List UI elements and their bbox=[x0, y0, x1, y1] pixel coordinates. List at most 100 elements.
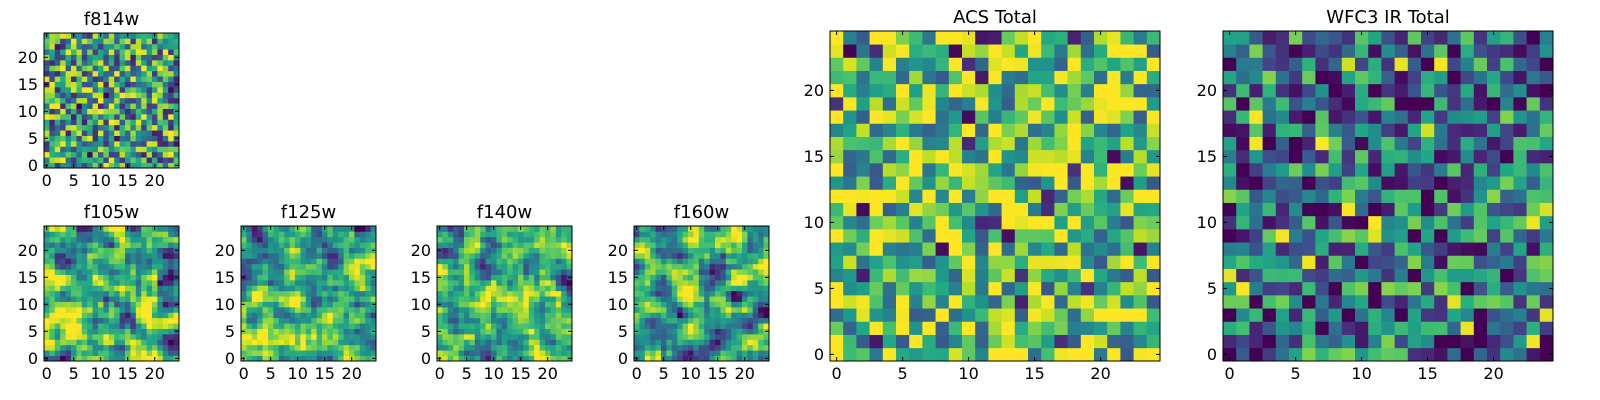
heatmap-cell bbox=[1262, 229, 1277, 243]
heatmap-cell bbox=[168, 280, 174, 286]
heatmap-cell bbox=[316, 312, 323, 319]
heatmap-cell bbox=[370, 285, 377, 292]
heatmap-cell bbox=[87, 70, 93, 77]
heatmap-cell bbox=[962, 281, 976, 296]
heatmap-cell bbox=[1368, 44, 1382, 58]
heatmap-cell bbox=[491, 323, 497, 329]
heatmap-cell bbox=[1289, 123, 1303, 137]
heatmap-cell bbox=[284, 226, 290, 232]
heatmap-cell bbox=[464, 344, 470, 351]
heatmap-cell bbox=[1434, 70, 1448, 85]
heatmap-cell bbox=[736, 355, 743, 362]
heatmap-cell bbox=[1041, 321, 1055, 335]
heatmap-cell bbox=[655, 317, 662, 324]
heatmap-cell bbox=[173, 334, 180, 340]
heatmap-cell bbox=[44, 317, 50, 324]
heatmap-cell bbox=[869, 176, 884, 190]
heatmap-cell bbox=[108, 43, 115, 50]
heatmap-cell bbox=[655, 285, 662, 292]
heatmap-cell bbox=[125, 296, 131, 302]
heatmap-cell bbox=[54, 43, 61, 50]
heatmap-cell bbox=[1080, 308, 1095, 322]
heatmap-cell bbox=[262, 247, 269, 254]
heatmap-cell bbox=[555, 355, 562, 362]
heatmap-cell bbox=[65, 323, 72, 329]
heatmap-cell bbox=[725, 312, 732, 319]
heatmap-cell bbox=[332, 269, 339, 275]
heatmap-cell bbox=[81, 263, 88, 270]
heatmap-cell bbox=[1513, 123, 1527, 137]
heatmap-cell bbox=[1421, 83, 1435, 98]
heatmap-cell bbox=[644, 339, 651, 346]
heatmap-cell bbox=[566, 258, 573, 265]
heatmap-cell bbox=[715, 350, 721, 356]
y-tick-label: 20 bbox=[1197, 81, 1217, 100]
heatmap-cell bbox=[1355, 242, 1369, 256]
heatmap-cell bbox=[1107, 163, 1121, 177]
heatmap-cell bbox=[709, 344, 716, 351]
heatmap-cell bbox=[1341, 70, 1356, 85]
heatmap-cell bbox=[474, 274, 481, 281]
heatmap-cell bbox=[1236, 176, 1250, 190]
heatmap-cell bbox=[349, 242, 355, 248]
heatmap-cell bbox=[725, 247, 732, 254]
heatmap-cell bbox=[1394, 215, 1409, 230]
heatmap-cell bbox=[464, 317, 470, 324]
heatmap-cell bbox=[359, 323, 366, 329]
heatmap-cell bbox=[458, 296, 465, 302]
heatmap-cell bbox=[758, 247, 764, 254]
heatmap-cell bbox=[92, 328, 99, 335]
heatmap-cell bbox=[485, 344, 492, 351]
heatmap-cell bbox=[1447, 57, 1461, 71]
heatmap-cell bbox=[1014, 189, 1029, 203]
heatmap-cell bbox=[655, 301, 662, 308]
heatmap-cell bbox=[869, 57, 884, 71]
heatmap-cell bbox=[1473, 189, 1488, 203]
heatmap-cell bbox=[114, 38, 120, 45]
heatmap-cell bbox=[311, 258, 317, 265]
heatmap-cell bbox=[81, 280, 88, 286]
heatmap-cell bbox=[1028, 57, 1042, 71]
heatmap-cell bbox=[365, 307, 371, 313]
heatmap-cell bbox=[464, 269, 470, 275]
heatmap-cell bbox=[677, 344, 683, 351]
heatmap-cell bbox=[1041, 255, 1055, 269]
heatmap-cell bbox=[1262, 31, 1277, 45]
heatmap-cell bbox=[1341, 44, 1356, 58]
heatmap-cell bbox=[698, 231, 705, 238]
heatmap-cell bbox=[485, 317, 492, 324]
heatmap-cell bbox=[268, 296, 274, 302]
heatmap-cell bbox=[71, 43, 77, 50]
heatmap-cell bbox=[65, 135, 72, 142]
heatmap-cell bbox=[742, 312, 748, 319]
heatmap-cell bbox=[295, 339, 301, 346]
heatmap-cell bbox=[469, 312, 476, 319]
heatmap-cell bbox=[1407, 229, 1422, 243]
heatmap-cell bbox=[1500, 308, 1514, 322]
heatmap-cell bbox=[108, 274, 115, 281]
heatmap-cell bbox=[130, 328, 137, 335]
heatmap-cell bbox=[693, 307, 700, 313]
heatmap-cell bbox=[108, 231, 115, 238]
heatmap-cell bbox=[496, 312, 503, 319]
heatmap-cell bbox=[555, 307, 562, 313]
heatmap-cell bbox=[152, 231, 158, 238]
heatmap-cell bbox=[464, 236, 470, 243]
heatmap-cell bbox=[555, 350, 562, 356]
heatmap-cell bbox=[119, 157, 126, 163]
heatmap-cell bbox=[114, 49, 120, 55]
heatmap-cell bbox=[830, 176, 844, 190]
heatmap-cell bbox=[518, 253, 524, 259]
heatmap-cell bbox=[157, 141, 164, 147]
heatmap-cell bbox=[555, 263, 562, 270]
heatmap-cell bbox=[561, 312, 567, 319]
heatmap-cell bbox=[1014, 347, 1029, 362]
heatmap-cell bbox=[639, 263, 646, 270]
heatmap-cell bbox=[311, 280, 317, 286]
heatmap-cell bbox=[1236, 57, 1250, 71]
heatmap-cell bbox=[1381, 321, 1395, 335]
heatmap-cell bbox=[1107, 44, 1121, 58]
heatmap-cell bbox=[507, 263, 513, 270]
heatmap-cell bbox=[747, 274, 754, 281]
heatmap-cell bbox=[135, 43, 142, 50]
